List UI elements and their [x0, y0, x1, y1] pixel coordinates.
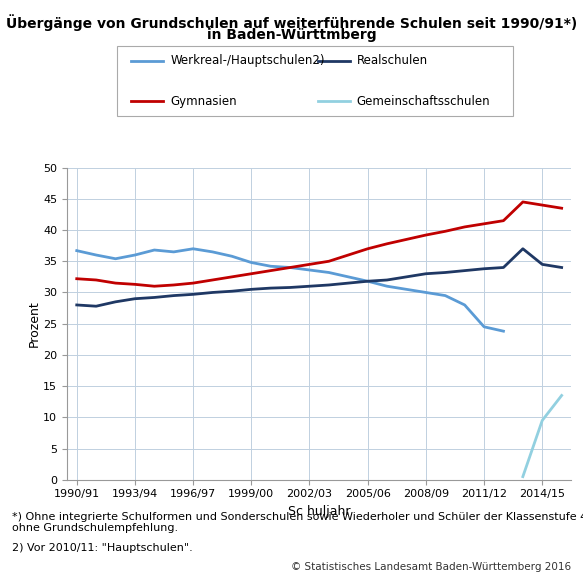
- Text: Gymnasien: Gymnasien: [170, 95, 237, 108]
- X-axis label: Sc huljahr: Sc huljahr: [288, 505, 350, 518]
- Text: 2) Vor 2010/11: "Hauptschulen".: 2) Vor 2010/11: "Hauptschulen".: [12, 543, 192, 553]
- Text: © Statistisches Landesamt Baden-Württemberg 2016: © Statistisches Landesamt Baden-Württemb…: [292, 562, 571, 572]
- Y-axis label: Prozent: Prozent: [27, 301, 40, 347]
- Text: *) Ohne integrierte Schulformen und Sonderschulen sowie Wiederholer und Schüler : *) Ohne integrierte Schulformen und Sond…: [12, 512, 583, 533]
- Text: Realschulen: Realschulen: [357, 54, 428, 67]
- Text: Gemeinschaftsschulen: Gemeinschaftsschulen: [357, 95, 490, 108]
- Text: Werkreal-/Hauptschulen2): Werkreal-/Hauptschulen2): [170, 54, 325, 67]
- Text: in Baden-Württmberg: in Baden-Württmberg: [207, 28, 376, 42]
- Text: Übergänge von Grundschulen auf weiterführende Schulen seit 1990/91*): Übergänge von Grundschulen auf weiterfüh…: [6, 14, 577, 31]
